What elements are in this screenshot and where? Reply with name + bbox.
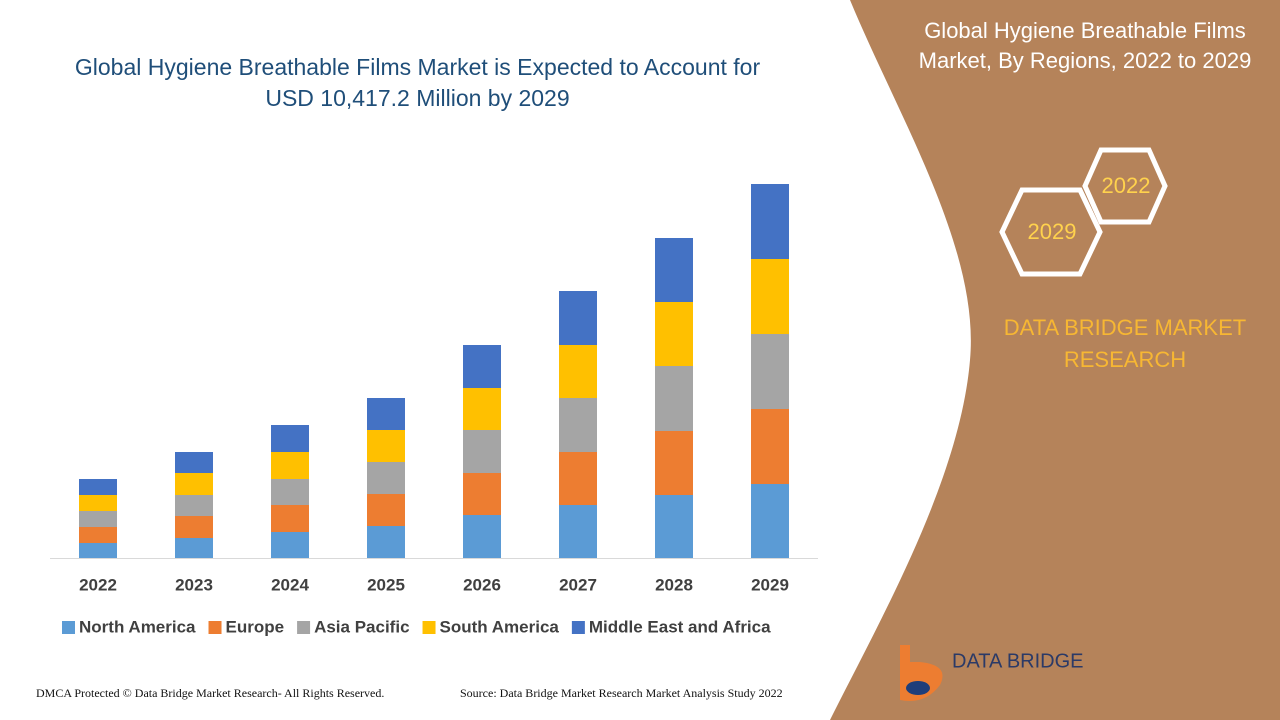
bar-segment — [751, 184, 789, 259]
bar-segment — [559, 505, 597, 558]
bar-segment — [175, 538, 213, 558]
bar-segment — [463, 345, 501, 388]
bar-segment — [559, 291, 597, 345]
bar-segment — [463, 388, 501, 430]
bar-segment — [271, 532, 309, 558]
bar-segment — [559, 452, 597, 505]
bar-segment — [559, 345, 597, 398]
bar-segment — [463, 473, 501, 515]
legend-swatch — [571, 621, 585, 634]
bar-segment — [79, 527, 117, 543]
footer-left: DMCA Protected © Data Bridge Market Rese… — [36, 686, 385, 700]
x-tick-label: 2027 — [559, 575, 597, 594]
bar-segment — [175, 452, 213, 473]
bar-segment — [655, 366, 693, 431]
bar-segment — [655, 238, 693, 302]
bar-segment — [751, 409, 789, 484]
bar-segment — [751, 334, 789, 409]
bar-segment — [271, 452, 309, 479]
bar-segment — [367, 398, 405, 430]
logo-icon — [906, 681, 930, 695]
legend-label: South America — [440, 617, 560, 636]
side-panel — [830, 0, 1280, 720]
bar-segment — [367, 494, 405, 526]
legend-swatch — [297, 621, 311, 634]
bar-segment — [175, 473, 213, 495]
bar-segment — [271, 479, 309, 505]
bar-segment — [751, 259, 789, 334]
bar-segment — [367, 430, 405, 462]
x-tick-label: 2029 — [751, 575, 789, 594]
legend-swatch — [422, 621, 436, 634]
hex-label: 2029 — [1028, 219, 1077, 244]
chart-title: Global Hygiene Breathable Films Market i… — [74, 54, 761, 111]
bar-segment — [463, 515, 501, 558]
hexagon — [999, 187, 1103, 277]
bar-segment — [175, 516, 213, 538]
footer-right: Source: Data Bridge Market Research Mark… — [460, 686, 783, 700]
bar-segment — [559, 398, 597, 452]
bar-segment — [463, 430, 501, 473]
legend-label: North America — [79, 617, 196, 636]
bar-segment — [367, 462, 405, 494]
bar-segment — [79, 511, 117, 527]
legend-label: Asia Pacific — [314, 617, 409, 636]
bar-segment — [79, 543, 117, 558]
bar-segment — [367, 526, 405, 558]
panel-title: Global Hygiene Breathable Films Market, … — [918, 18, 1252, 73]
brand-text: DATA BRIDGE MARKET RESEARCH — [1003, 315, 1247, 372]
bar-segment — [271, 425, 309, 452]
bar-segment — [655, 302, 693, 366]
bar-segment — [655, 431, 693, 495]
x-tick-label: 2023 — [175, 575, 213, 594]
hexagon — [1082, 147, 1168, 225]
legend-swatch — [62, 621, 75, 634]
legend-swatch — [208, 621, 222, 634]
bar-segment — [655, 495, 693, 558]
x-tick-label: 2022 — [79, 575, 117, 594]
x-tick-label: 2025 — [367, 575, 405, 594]
bar-segment — [751, 484, 789, 558]
x-tick-label: 2026 — [463, 575, 501, 594]
bar-segment — [175, 495, 213, 516]
hex-label: 2022 — [1102, 173, 1151, 198]
logo-text: DATA BRIDGE — [952, 650, 1084, 672]
x-tick-label: 2028 — [655, 575, 693, 594]
bar-segment — [79, 479, 117, 495]
x-tick-label: 2024 — [271, 575, 309, 594]
bar-segment — [79, 495, 117, 511]
bar-segment — [271, 505, 309, 532]
legend-label: Europe — [226, 617, 285, 636]
legend-label: Middle East and Africa — [589, 617, 771, 636]
